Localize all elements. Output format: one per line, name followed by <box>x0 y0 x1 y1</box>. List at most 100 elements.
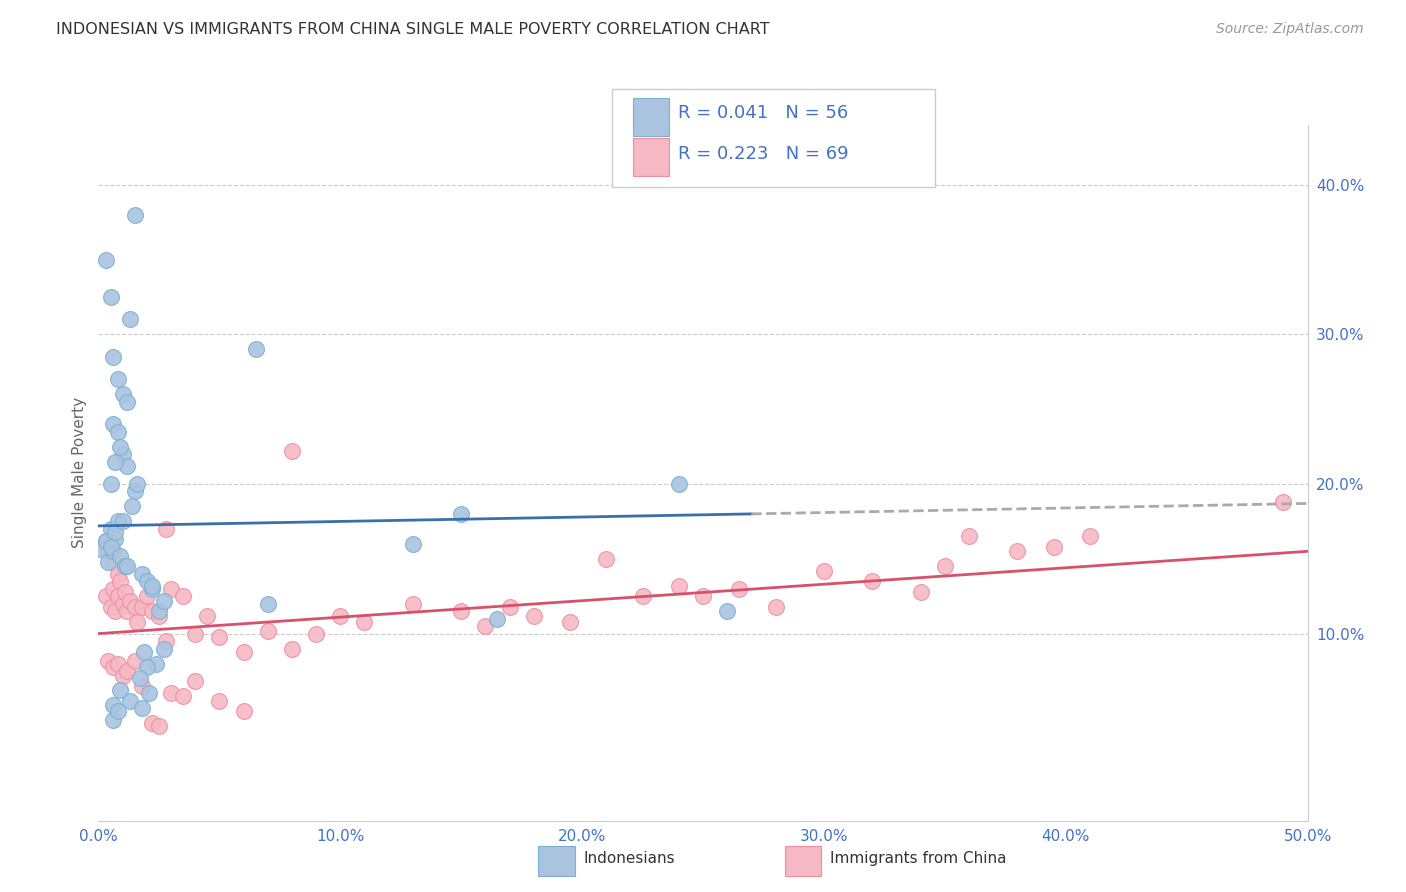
Point <box>107 566 129 581</box>
Point <box>91 542 114 557</box>
Point <box>148 604 170 618</box>
Point <box>100 290 122 304</box>
Point <box>692 589 714 603</box>
Point <box>101 582 124 596</box>
Point <box>256 624 278 638</box>
Point <box>127 615 149 629</box>
Point <box>402 537 425 551</box>
Point <box>114 559 136 574</box>
Point <box>94 533 117 548</box>
Point <box>108 440 131 454</box>
Point <box>716 604 738 618</box>
Point <box>141 716 163 731</box>
Point <box>124 484 146 499</box>
Point <box>141 579 163 593</box>
Point <box>1042 540 1064 554</box>
Point <box>94 533 117 548</box>
Point <box>101 659 124 673</box>
Point <box>118 312 141 326</box>
Text: R = 0.041   N = 56: R = 0.041 N = 56 <box>678 104 848 122</box>
Point <box>208 694 231 708</box>
Point <box>141 582 163 596</box>
Point <box>107 589 129 603</box>
Point <box>860 574 883 589</box>
Point <box>128 672 150 686</box>
Point <box>402 597 425 611</box>
Point <box>668 579 690 593</box>
Point <box>1078 529 1101 543</box>
Point <box>104 604 127 618</box>
Point <box>118 694 141 708</box>
Point <box>813 564 835 578</box>
Point <box>957 529 980 543</box>
Point <box>474 619 496 633</box>
Point <box>107 372 129 386</box>
Point <box>134 644 156 658</box>
Point <box>100 522 122 536</box>
Point <box>124 599 146 614</box>
Point <box>124 654 146 668</box>
Point <box>329 608 352 623</box>
Point <box>141 604 163 618</box>
Point <box>101 555 124 569</box>
Point <box>1272 495 1295 509</box>
Point <box>281 444 304 458</box>
Point <box>117 458 139 473</box>
Point <box>172 690 194 704</box>
Point <box>127 477 149 491</box>
Point <box>353 615 375 629</box>
Text: INDONESIAN VS IMMIGRANTS FROM CHINA SINGLE MALE POVERTY CORRELATION CHART: INDONESIAN VS IMMIGRANTS FROM CHINA SING… <box>56 22 770 37</box>
Point <box>107 657 129 671</box>
Point <box>107 515 129 529</box>
Point <box>108 683 131 698</box>
Point <box>184 674 207 689</box>
Point <box>728 582 751 596</box>
Point <box>131 566 153 581</box>
Point <box>121 500 143 514</box>
Point <box>148 608 170 623</box>
Point <box>184 626 207 640</box>
Point <box>450 507 472 521</box>
Point <box>101 350 124 364</box>
Point <box>498 599 520 614</box>
Point <box>117 604 139 618</box>
Point <box>305 626 328 640</box>
Point <box>145 657 167 671</box>
Point <box>558 615 581 629</box>
Point <box>148 719 170 733</box>
Point <box>101 698 124 713</box>
Point <box>232 705 254 719</box>
Point <box>94 589 117 603</box>
Point <box>97 654 120 668</box>
Point <box>100 477 122 491</box>
Point <box>114 584 136 599</box>
Text: Source: ZipAtlas.com: Source: ZipAtlas.com <box>1216 22 1364 37</box>
Text: Indonesians: Indonesians <box>583 851 675 865</box>
Point <box>245 343 267 357</box>
Point <box>100 599 122 614</box>
Point <box>172 589 194 603</box>
Point <box>155 634 177 648</box>
Point <box>208 630 231 644</box>
Y-axis label: Single Male Poverty: Single Male Poverty <box>72 397 87 549</box>
Point <box>117 664 139 678</box>
Point <box>138 686 160 700</box>
Point <box>111 515 134 529</box>
Point <box>195 608 218 623</box>
Point <box>108 574 131 589</box>
Point <box>160 686 183 700</box>
Point <box>910 584 932 599</box>
Point <box>486 612 509 626</box>
Point <box>152 593 174 607</box>
Point <box>94 252 117 267</box>
Point <box>135 659 157 673</box>
Point <box>100 540 122 554</box>
Point <box>934 559 956 574</box>
Point <box>104 533 127 547</box>
Point <box>104 454 127 468</box>
Point <box>107 705 129 719</box>
Text: R = 0.223   N = 69: R = 0.223 N = 69 <box>678 145 848 162</box>
Point <box>111 597 134 611</box>
Point <box>523 608 546 623</box>
Text: Immigrants from China: Immigrants from China <box>830 851 1007 865</box>
